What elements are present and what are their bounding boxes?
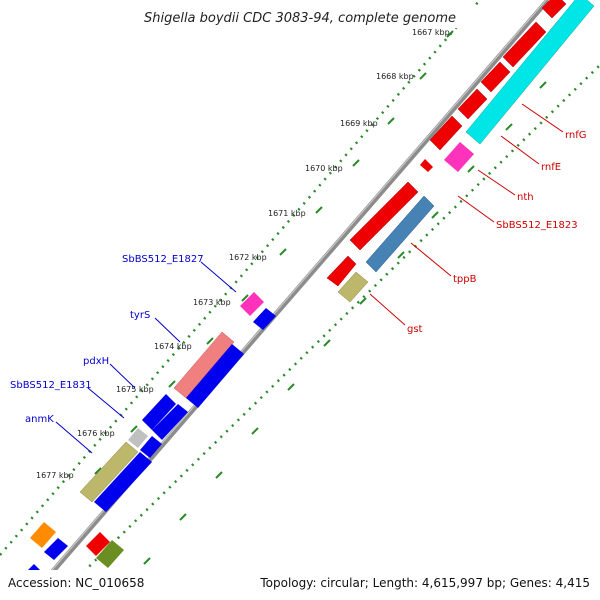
gene-block bbox=[326, 255, 357, 287]
tick-label: 1669 kbp bbox=[340, 119, 378, 128]
gene-block bbox=[86, 532, 110, 556]
tick-label: 1670 kbp bbox=[305, 164, 343, 173]
genome-summary: Topology: circular; Length: 4,615,997 bp… bbox=[259, 576, 590, 590]
gene-block bbox=[444, 142, 474, 172]
gene-label: anmK bbox=[25, 414, 54, 425]
tick-label: 1677 kbp bbox=[36, 471, 74, 480]
tick-label: 1676 kbp bbox=[77, 429, 115, 438]
forward-strand-genes bbox=[28, 292, 276, 570]
gene-block bbox=[253, 308, 276, 330]
gene-block bbox=[128, 428, 148, 448]
reverse-strand-genes-outer bbox=[96, 0, 595, 568]
footer-backdrop bbox=[0, 570, 600, 600]
gene-block bbox=[420, 159, 433, 172]
gene-block bbox=[186, 344, 244, 408]
tick-marks bbox=[94, 30, 547, 565]
gene-block bbox=[142, 394, 176, 430]
gene-label: tppB bbox=[453, 274, 477, 285]
tick-label: 1674 kbp bbox=[154, 342, 192, 351]
gene-label: SbBS512_E1831 bbox=[10, 380, 92, 391]
tick-label: 1673 kbp bbox=[193, 298, 231, 307]
map-title: Shigella boydii CDC 3083-94, complete ge… bbox=[144, 11, 456, 26]
gene-block bbox=[240, 292, 264, 316]
gene-label: gst bbox=[407, 324, 423, 335]
accession-label: Accession: NC_010658 bbox=[8, 576, 144, 590]
gene-block bbox=[96, 540, 124, 568]
gene-block bbox=[541, 0, 567, 19]
gene-block bbox=[140, 436, 162, 458]
gene-block bbox=[457, 88, 488, 120]
gene-block bbox=[429, 115, 463, 151]
tick-label: 1671 kbp bbox=[268, 209, 306, 218]
gene-label: rnfE bbox=[541, 162, 561, 173]
gene-label: SbBS512_E1827 bbox=[122, 254, 204, 265]
gene-block bbox=[502, 21, 547, 68]
gene-block bbox=[94, 452, 152, 512]
gene-block bbox=[465, 0, 595, 145]
reverse-strand-genes bbox=[38, 0, 567, 600]
gene-label: tyrS bbox=[130, 310, 150, 321]
gene-block bbox=[28, 564, 40, 570]
gene-block bbox=[349, 181, 419, 251]
tick-label: 1667 kbp bbox=[412, 28, 450, 37]
tick-label: 1672 kbp bbox=[229, 253, 267, 262]
tick-label: 1668 kbp bbox=[376, 72, 414, 81]
gene-block bbox=[173, 331, 235, 399]
gene-label: SbBS512_E1823 bbox=[496, 220, 578, 231]
gene-block bbox=[79, 441, 139, 503]
gene-label: rnfG bbox=[565, 130, 587, 141]
gene-block bbox=[44, 538, 68, 560]
gene-block bbox=[365, 195, 435, 273]
forward-leader-lines bbox=[55, 261, 237, 454]
gene-block bbox=[337, 271, 369, 303]
gene-block bbox=[480, 61, 511, 93]
reverse-leader-lines bbox=[369, 103, 564, 326]
title-backdrop bbox=[128, 6, 474, 28]
tick-label: 1675 kbp bbox=[116, 385, 154, 394]
inner-dotted-guide bbox=[54, 64, 600, 600]
gene-block bbox=[30, 522, 56, 548]
gene-block bbox=[152, 404, 188, 440]
gene-label: pdxH bbox=[83, 356, 109, 367]
gene-label: nth bbox=[517, 192, 534, 203]
